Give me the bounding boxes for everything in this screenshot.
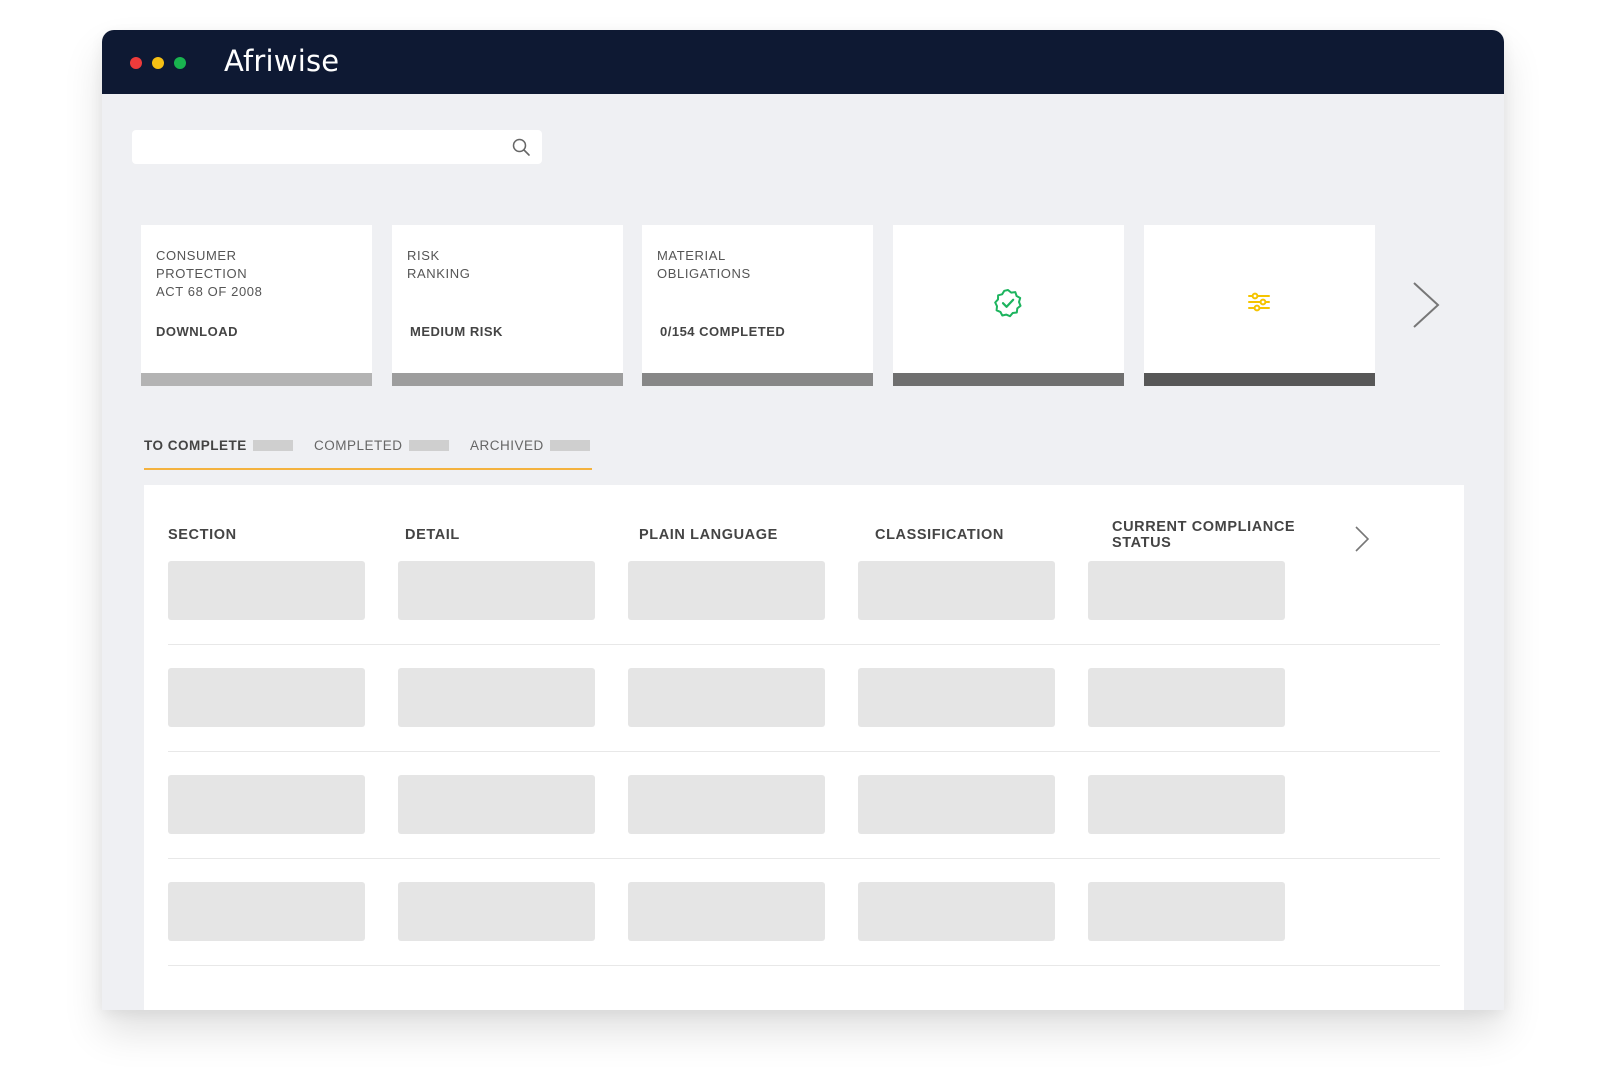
placeholder-cell [168, 775, 365, 834]
verified-badge-icon [994, 289, 1022, 318]
placeholder-cell [398, 775, 595, 834]
placeholder-cell [168, 882, 365, 941]
column-header-classification[interactable]: CLASSIFICATION [875, 527, 1004, 543]
risk-value: MEDIUM RISK [410, 324, 503, 339]
carousel-next-chevron-icon[interactable] [1408, 280, 1442, 330]
tab-completed[interactable]: COMPLETED [314, 438, 449, 453]
window-minimize-dot[interactable] [152, 57, 164, 69]
card-bar [893, 373, 1124, 386]
placeholder-cell [858, 775, 1055, 834]
tab-count-placeholder [408, 440, 449, 451]
tab-underline [144, 468, 592, 470]
card-label: RISK RANKING [407, 248, 471, 281]
card-risk-ranking[interactable]: RISK RANKING MEDIUM RISK [392, 225, 623, 386]
placeholder-cell [1088, 882, 1285, 941]
tab-count-placeholder [549, 440, 590, 451]
card-bar [392, 373, 623, 386]
card-filter-settings[interactable] [1144, 225, 1375, 386]
placeholder-cell [168, 668, 365, 727]
placeholder-cell [858, 882, 1055, 941]
window-close-dot[interactable] [130, 57, 142, 69]
placeholder-cell [398, 882, 595, 941]
card-bar [642, 373, 873, 386]
obligations-table: SECTION DETAIL PLAIN LANGUAGE CLASSIFICA… [144, 485, 1464, 1010]
row-divider [168, 858, 1440, 859]
placeholder-cell [398, 668, 595, 727]
card-bar [141, 373, 372, 386]
placeholder-cell [628, 668, 825, 727]
column-header-compliance-status[interactable]: CURRENT COMPLIANCE STATUS [1112, 519, 1296, 551]
card-label: MATERIAL OBLIGATIONS [657, 248, 751, 281]
row-divider [168, 644, 1440, 645]
placeholder-cell [1088, 561, 1285, 620]
card-label: CONSUMER PROTECTION ACT 68 OF 2008 [156, 248, 263, 299]
card-material-obligations[interactable]: MATERIAL OBLIGATIONS 0/154 COMPLETED [642, 225, 873, 386]
placeholder-cell [858, 561, 1055, 620]
tab-to-complete[interactable]: TO COMPLETE [144, 438, 293, 453]
card-act-document[interactable]: CONSUMER PROTECTION ACT 68 OF 2008 DOWNL… [141, 225, 372, 386]
placeholder-cell [168, 561, 365, 620]
app-window: Afriwise CONSUMER PROTECTION ACT 68 OF 2… [102, 30, 1504, 1010]
tab-count-placeholder [252, 440, 293, 451]
placeholder-cell [858, 668, 1055, 727]
placeholder-cell [628, 775, 825, 834]
search-input[interactable] [132, 130, 542, 164]
placeholder-cell [1088, 668, 1285, 727]
placeholder-cell [628, 561, 825, 620]
column-header-plain-language[interactable]: PLAIN LANGUAGE [639, 527, 778, 543]
table-next-chevron-icon[interactable] [1352, 525, 1372, 553]
status-tabs: TO COMPLETE COMPLETED ARCHIVED [144, 438, 592, 470]
row-divider [168, 751, 1440, 752]
obligations-progress: 0/154 COMPLETED [660, 324, 786, 339]
window-maximize-dot[interactable] [174, 57, 186, 69]
tab-archived[interactable]: ARCHIVED [470, 438, 590, 453]
column-header-detail[interactable]: DETAIL [405, 527, 460, 543]
brand-logo: Afriwise [224, 44, 340, 78]
card-bar [1144, 373, 1375, 386]
card-compliance-verified[interactable] [893, 225, 1124, 386]
placeholder-cell [628, 882, 825, 941]
placeholder-cell [1088, 775, 1285, 834]
filter-sliders-icon [1248, 292, 1270, 312]
column-header-section[interactable]: SECTION [168, 527, 237, 543]
row-divider [168, 965, 1440, 966]
title-bar: Afriwise [102, 30, 1504, 94]
placeholder-cell [398, 561, 595, 620]
search-icon[interactable] [511, 137, 531, 157]
download-link[interactable]: DOWNLOAD [156, 324, 238, 339]
